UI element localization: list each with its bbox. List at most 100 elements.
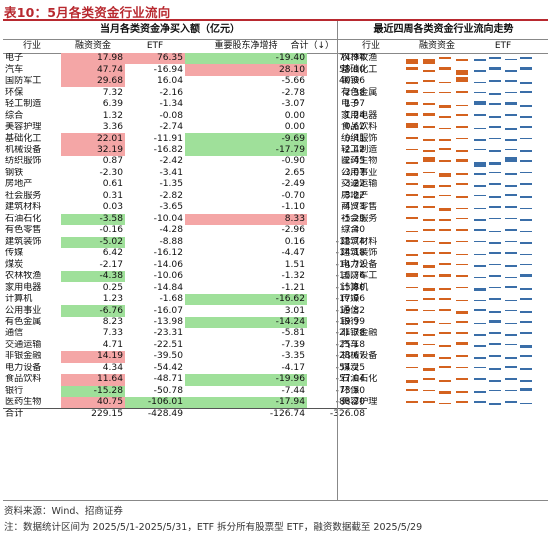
etf-week-bar [519,317,532,328]
left-section-header: 当月各类资金净买入额（亿元） [100,24,240,35]
etf-week-bar [474,328,486,339]
margin-trend-cell [403,374,471,385]
etf-trend-cell [471,202,535,213]
etf-week-bar [474,397,486,408]
holder-cell: 3.01 [284,305,305,316]
margin-trend-cell [403,76,471,87]
total-cell: -14.72 [335,259,365,270]
industry-cell: 家用电器 [5,282,42,293]
margin-week-bar [422,88,435,99]
margin-week-bar [406,134,418,145]
holder-cell: 0.16 [284,236,305,247]
trend-row: 非银金融 [339,328,535,339]
margin-week-bar [406,260,418,271]
etf-week-bar [474,374,486,385]
margin-week-bar [422,168,435,179]
holder-cell: 28.10 [185,64,307,76]
holder-cell: -1.32 [281,271,305,282]
table-row: 计算机 1.23 -1.68 -16.62 -17.06 [3,293,367,306]
etf-week-bar [489,168,502,179]
industry-cell: 公用事业 [5,305,42,316]
etf-cell: -106.01 [125,397,185,409]
etf-cell: 76.35 [125,53,185,65]
etf-trend-cell [471,305,535,316]
margin-cell: 6.39 [102,99,123,110]
etf-week-bar [489,225,502,236]
margin-week-bar [439,76,452,87]
trend-industry-cell: 综合 [341,225,360,236]
trend-industry-cell: 家用电器 [341,110,378,121]
etf-trend-cell [471,53,535,64]
trend-industry-cell: 医药生物 [341,156,378,167]
etf-week-bar [504,214,517,225]
holder-cell: -9.69 [185,133,307,145]
etf-week-bar [474,294,486,305]
margin-week-bar [422,260,435,271]
margin-trend-cell [403,214,471,225]
trend-table: 农林牧渔 基础化工 钢铁 有色金属 电子 家用电器 食品饮料 纺织服饰 轻工制造 医药生物 公用事业… [339,53,535,409]
etf-week-bar [519,214,532,225]
etf-cell: -16.07 [153,305,183,316]
margin-week-bar [406,351,418,362]
etf-week-bar [489,374,502,385]
total-cell: -83.20 [335,397,365,408]
col-trend-industry: 行业 [361,41,380,51]
etf-week-bar [504,225,517,236]
margin-week-bar [439,122,452,133]
etf-week-bar [504,134,517,145]
trend-row: 通信 [339,305,535,316]
margin-week-bar [439,294,452,305]
header-rule [3,39,548,40]
margin-week-bar [439,363,452,374]
margin-week-bar [455,202,468,213]
trend-industry-cell: 建筑材料 [341,236,378,247]
holder-cell: -14.24 [185,316,307,329]
trend-industry-cell: 农林牧渔 [341,53,378,64]
trend-industry-cell: 轻工制造 [341,144,378,155]
etf-week-bar [489,76,502,87]
margin-trend-cell [403,363,471,374]
etf-week-bar [489,363,502,374]
trend-row: 商贸零售 [339,202,535,213]
holder-cell: -1.10 [281,202,305,213]
etf-week-bar [504,283,517,294]
margin-cell: 29.68 [61,75,125,88]
margin-week-bar [406,340,418,351]
table-row: 煤炭 -2.17 -14.06 1.51 -14.72 [3,259,367,270]
etf-week-bar [474,134,486,145]
margin-week-bar [439,111,452,122]
etf-week-bar [519,65,532,76]
holder-cell: -19.96 [185,374,307,386]
etf-cell: -3.41 [159,167,183,178]
margin-cell: 0.87 [102,156,123,167]
margin-week-bar [422,283,435,294]
section-divider [337,21,338,500]
etf-cell: -10.04 [153,213,183,224]
margin-trend-cell [403,397,471,408]
holder-cell: 8.33 [185,213,307,226]
margin-week-bar [439,179,452,190]
trend-row: 机械设备 [339,351,535,362]
margin-week-bar [422,328,435,339]
margin-trend-cell [403,351,471,362]
margin-cell: 8.23 [102,317,123,328]
etf-week-bar [489,214,502,225]
etf-cell: -14.84 [153,282,183,293]
trend-industry-cell: 计算机 [341,282,369,293]
etf-week-bar [504,397,517,408]
total-cell: -2.45 [341,156,365,167]
table-row: 石油石化 -3.58 -10.04 8.33 -5.29 [3,213,367,226]
etf-week-bar [504,202,517,213]
etf-week-bar [489,328,502,339]
etf-trend-cell [471,179,535,190]
trend-row: 交通运输 [339,179,535,190]
etf-week-bar [504,260,517,271]
industry-cell: 传媒 [5,248,24,259]
holder-cell: -19.40 [185,53,307,65]
trend-row: 社会服务 [339,214,535,225]
margin-week-bar [406,156,418,167]
etf-week-bar [474,260,486,271]
margin-week-bar [406,202,418,213]
margin-cell: 14.19 [61,351,125,363]
holder-cell: -3.35 [281,351,305,362]
